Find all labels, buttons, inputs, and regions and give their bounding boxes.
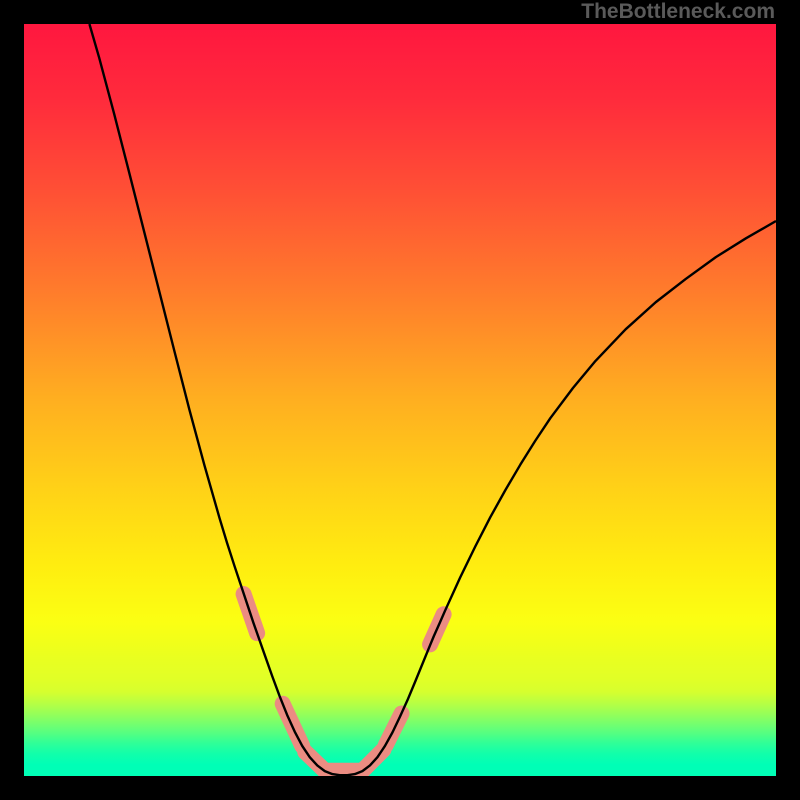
- gradient-background: [24, 24, 776, 776]
- watermark-label: TheBottleneck.com: [581, 0, 775, 24]
- bottleneck-chart: [24, 24, 776, 776]
- figure-root: TheBottleneck.com: [0, 0, 800, 800]
